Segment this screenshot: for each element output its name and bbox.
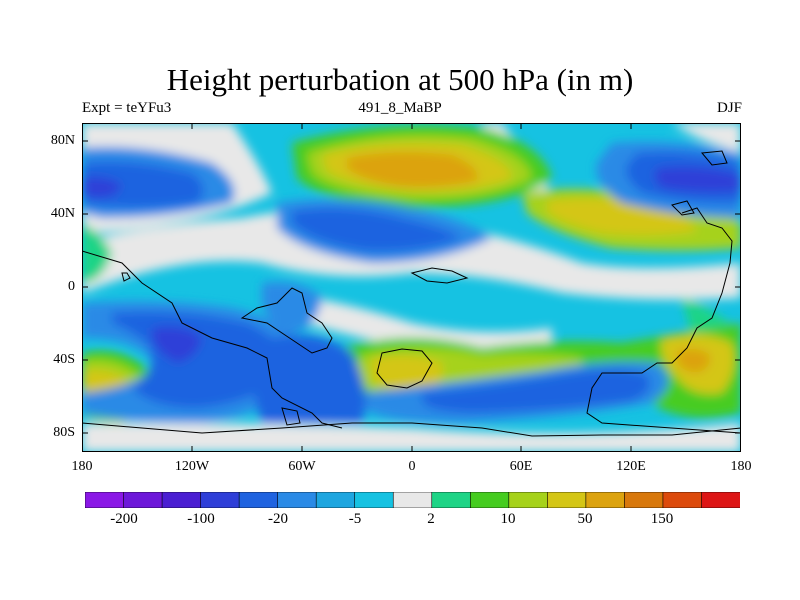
colorbar-swatch bbox=[354, 492, 394, 508]
lon-tick-label: 60E bbox=[509, 459, 533, 474]
lon-tick-label: 120E bbox=[616, 459, 646, 474]
colorbar-swatch bbox=[431, 492, 471, 508]
coastlines bbox=[82, 150, 741, 437]
colorbar-label: 150 bbox=[650, 511, 674, 527]
negative-zone bbox=[253, 335, 366, 423]
colorbar-swatch bbox=[662, 492, 703, 508]
negative-zone bbox=[152, 326, 202, 363]
colorbar-swatch bbox=[701, 492, 740, 508]
lon-tick-label: 120W bbox=[174, 459, 210, 474]
lon-tick-label: 0 bbox=[408, 459, 416, 474]
colorbar-label: 50 bbox=[577, 511, 593, 527]
positive-zone bbox=[677, 348, 711, 373]
colorbar-swatch bbox=[200, 492, 240, 508]
positive-zone bbox=[347, 152, 478, 188]
experiment-label: Expt = teYFu3 bbox=[82, 100, 172, 116]
lat-tick-label: 40S bbox=[53, 352, 75, 367]
negative-zone bbox=[262, 282, 322, 333]
colorbar-swatch bbox=[123, 492, 163, 508]
colorbar-swatch bbox=[277, 492, 317, 508]
colorbar-label: 10 bbox=[500, 511, 516, 527]
colorbar-swatch bbox=[508, 492, 548, 508]
colorbar bbox=[85, 492, 740, 508]
neutral-zone bbox=[672, 123, 741, 153]
negative-zone bbox=[82, 177, 122, 198]
lon-tick-label: 60W bbox=[288, 459, 316, 474]
colorbar-label: 2 bbox=[427, 511, 435, 527]
season-label: DJF bbox=[716, 100, 742, 116]
colorbar-swatch bbox=[85, 492, 125, 508]
lat-tick-label: 40N bbox=[50, 206, 75, 221]
lat-tick-label: 80S bbox=[53, 425, 75, 440]
neutral-zone bbox=[282, 293, 552, 356]
negative-zone bbox=[654, 166, 741, 193]
lon-tick-label: 180 bbox=[71, 459, 93, 474]
colorbar-label: -5 bbox=[348, 511, 362, 527]
colorbar-label: -20 bbox=[268, 511, 288, 527]
colorbar-swatch bbox=[315, 492, 356, 508]
colorbar-swatch bbox=[469, 492, 510, 508]
colorbar-swatch bbox=[238, 492, 279, 508]
map-title: Height perturbation at 500 hPa (in m) bbox=[166, 62, 634, 97]
colorbar-label: -100 bbox=[187, 511, 215, 527]
positive-zone bbox=[372, 355, 443, 391]
run-label: 491_8_MaBP bbox=[358, 100, 442, 116]
negative-zone bbox=[82, 161, 204, 208]
negative-zone bbox=[422, 369, 650, 413]
axis-ticks bbox=[82, 123, 741, 452]
colorbar-swatch bbox=[624, 492, 664, 508]
colorbar-swatch bbox=[161, 492, 202, 508]
colorbar-swatch bbox=[392, 492, 433, 508]
colorbar-swatch bbox=[547, 492, 587, 508]
height-perturbation-map bbox=[82, 123, 741, 452]
lat-tick-label: 80N bbox=[50, 133, 75, 148]
colorbar-swatch bbox=[585, 492, 626, 508]
negative-zone bbox=[292, 208, 462, 252]
positive-zone bbox=[547, 198, 697, 236]
colorbar-label: -200 bbox=[110, 511, 138, 527]
lat-tick-label: 0 bbox=[68, 279, 75, 294]
positive-zone bbox=[82, 223, 112, 283]
lon-tick-label: 180 bbox=[730, 459, 752, 474]
